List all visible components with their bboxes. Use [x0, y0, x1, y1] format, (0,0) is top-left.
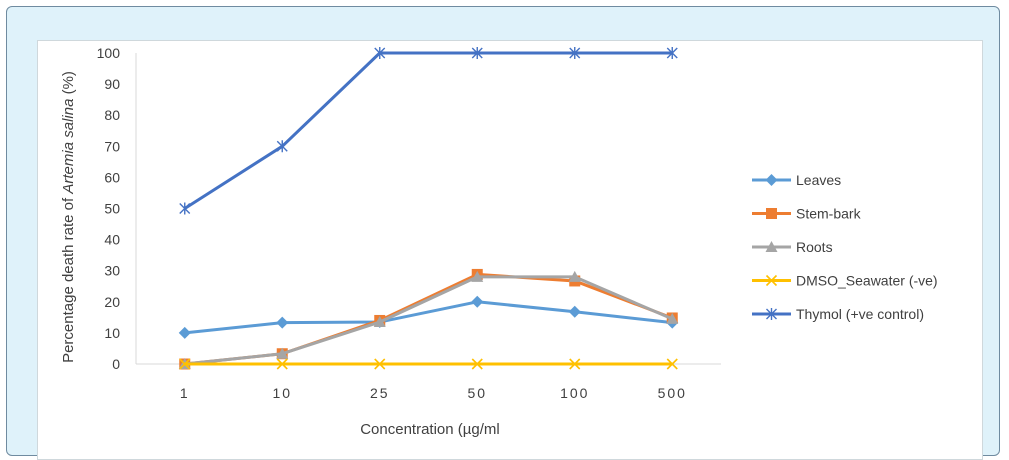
data-point [568, 305, 581, 318]
x-tick-label: 100 [560, 385, 589, 401]
series [179, 47, 678, 215]
series-group [178, 47, 679, 370]
legend-item: Thymol (+ve control) [752, 306, 924, 322]
x-tick-label: 1 [180, 385, 190, 401]
data-point [179, 358, 191, 370]
y-tick-label: 100 [97, 45, 121, 61]
data-point [666, 358, 678, 370]
y-tick-label: 60 [104, 169, 120, 185]
y-tick-label: 40 [104, 232, 120, 248]
y-tick-label: 80 [104, 107, 120, 123]
series-line [184, 300, 673, 335]
y-tick-label: 20 [104, 294, 120, 310]
legend-label: DMSO_Seawater (-ve) [796, 273, 938, 289]
data-point [276, 140, 288, 153]
legend-item: Roots [752, 239, 833, 255]
x-tick-label: 25 [370, 385, 390, 401]
x-tick-label: 50 [467, 385, 487, 401]
series-line [183, 51, 673, 210]
legend-item: Leaves [752, 172, 841, 188]
data-point [666, 312, 679, 324]
y-axis-title-italic: Artemia salina [60, 99, 77, 195]
data-point [276, 347, 289, 359]
data-point [569, 47, 581, 59]
legend-label: Leaves [796, 172, 841, 188]
y-tick-label: 10 [104, 325, 120, 341]
series [178, 295, 679, 339]
data-point [765, 241, 778, 252]
data-point [471, 358, 483, 370]
legend-item: DMSO_Seawater (-ve) [752, 273, 938, 289]
legend-item: Stem-bark [752, 206, 862, 222]
figure-frame [6, 6, 1000, 460]
data-point [569, 358, 581, 370]
y-tick-label: 70 [104, 138, 120, 154]
y-tick-labels: 0 10 20 30 40 50 60 70 80 90 100 [97, 45, 121, 372]
data-point [765, 174, 778, 186]
y-tick-label: 50 [104, 201, 120, 217]
data-point [374, 47, 386, 59]
y-axis-title-suffix: (%) [60, 71, 77, 99]
y-axis-title-prefix: Percentage death rate of [60, 194, 77, 363]
y-tick-label: 0 [112, 356, 120, 372]
legend-label: Thymol (+ve control) [796, 306, 924, 322]
data-point [276, 358, 288, 370]
y-axis-title: Percentage death rate of Artemia salina … [60, 71, 77, 363]
data-point [471, 295, 484, 308]
legend-label: Roots [796, 239, 833, 255]
series-line [184, 275, 673, 366]
x-tick-label: 10 [272, 385, 292, 401]
chart-panel [37, 40, 983, 460]
data-point [373, 316, 386, 328]
series [178, 270, 679, 369]
data-point [374, 358, 386, 370]
data-point [766, 208, 777, 219]
legend: Leaves Stem-bark Roots DMSO_Seawater (-ve) T… [752, 172, 938, 322]
legend-label: Stem-bark [796, 206, 862, 222]
data-point [765, 274, 778, 287]
x-axis-title: Concentration (µg/ml [360, 421, 500, 438]
series [179, 268, 678, 370]
data-point [178, 326, 191, 339]
data-point [179, 202, 191, 215]
data-point [666, 47, 678, 59]
data-point [276, 316, 289, 329]
y-tick-label: 30 [104, 263, 120, 279]
series [179, 358, 678, 370]
y-tick-label: 90 [104, 76, 120, 92]
x-tick-labels: 1 10 25 50 100 500 [180, 385, 687, 401]
data-point [766, 308, 777, 320]
data-point [471, 47, 483, 59]
data-point [568, 270, 581, 282]
data-point [471, 270, 484, 282]
x-tick-label: 500 [658, 385, 687, 401]
